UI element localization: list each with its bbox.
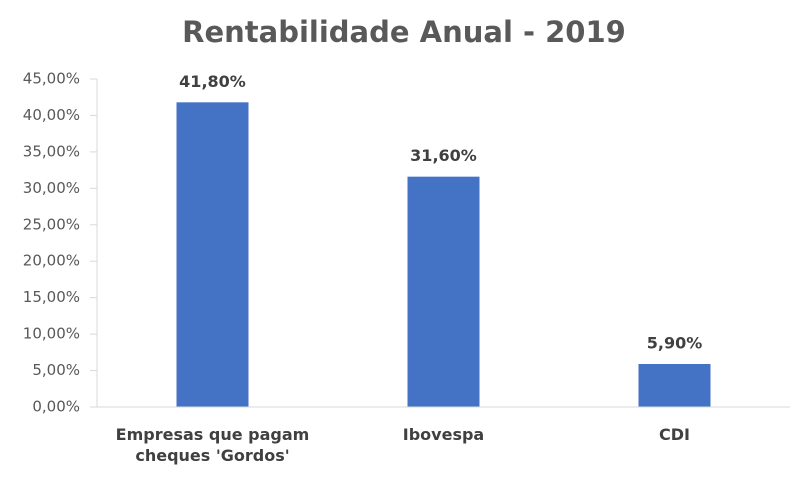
y-tick-label: 25,00% bbox=[23, 215, 80, 233]
y-tick-label: 15,00% bbox=[23, 288, 80, 306]
data-label: 41,80% bbox=[179, 72, 246, 91]
bar bbox=[407, 176, 480, 407]
y-tick-label: 0,00% bbox=[32, 398, 80, 416]
y-tick-label: 5,00% bbox=[32, 361, 80, 379]
y-tick-label: 40,00% bbox=[23, 106, 80, 124]
x-tick-label: Empresas que pagam cheques 'Gordos' bbox=[115, 425, 310, 465]
y-tick-label: 45,00% bbox=[23, 70, 80, 88]
x-tick-label: Ibovespa bbox=[402, 425, 485, 444]
x-tick-label: CDI bbox=[659, 425, 690, 444]
data-label: 31,60% bbox=[410, 146, 477, 165]
y-tick-label: 10,00% bbox=[23, 325, 80, 343]
bar bbox=[638, 363, 711, 407]
y-tick-label: 30,00% bbox=[23, 179, 80, 197]
bar bbox=[176, 102, 249, 407]
chart-title: Rentabilidade Anual - 2019 bbox=[182, 15, 626, 49]
y-tick-label: 20,00% bbox=[23, 252, 80, 270]
data-label: 5,90% bbox=[647, 333, 703, 352]
y-tick-label: 35,00% bbox=[23, 142, 80, 160]
